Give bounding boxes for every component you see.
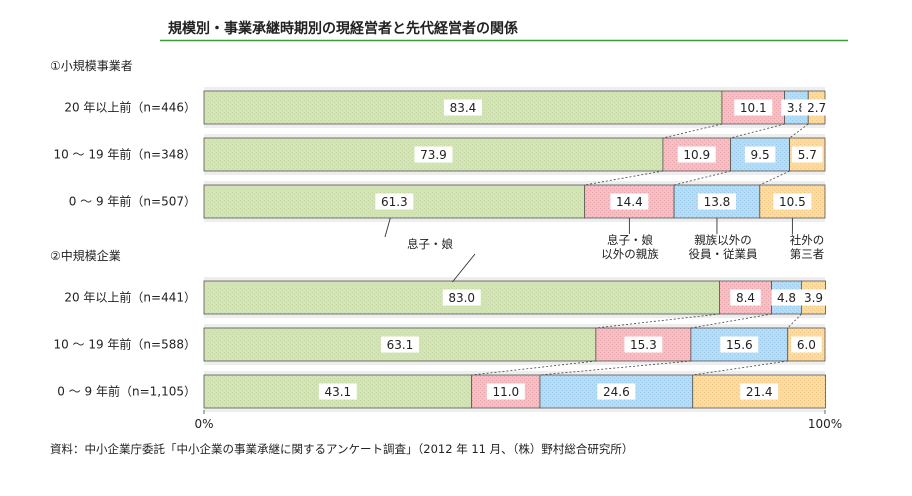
data-label-box: [486, 383, 525, 400]
row-label: 10 ～ 19 年前（n=348）: [53, 147, 196, 162]
x-tick-label: 0%: [194, 417, 213, 431]
data-label: 8.4: [736, 291, 755, 305]
data-label: 83.4: [450, 101, 477, 115]
chart-title: 規模別・事業承継時期別の現経営者と先代経営者の関係: [168, 20, 518, 37]
series-annotation: 第三者: [790, 247, 825, 261]
x-tick-label: 100%: [808, 417, 842, 431]
data-label: 3.9: [804, 291, 823, 305]
data-label: 9.5: [751, 148, 770, 162]
series-annotation: 社外の: [790, 233, 825, 247]
plot-area: ①小規模事業者 20 年以上前（n=446） 83.4 10.1 3.8 2.7 10 ～ …: [50, 58, 842, 431]
data-label: 3.8: [787, 101, 806, 115]
data-label: 5.7: [798, 148, 817, 162]
data-label: 10.1: [740, 101, 767, 115]
data-label-box: [720, 336, 759, 353]
connector-line: [595, 313, 720, 329]
data-label-box: [624, 336, 663, 353]
data-label: 63.1: [387, 338, 414, 352]
data-label-box: [744, 146, 776, 163]
data-label: 11.0: [492, 385, 519, 399]
connector-line: [539, 360, 691, 376]
connector-line: [584, 170, 663, 186]
data-label-box: [677, 146, 716, 163]
data-label-box: [798, 289, 829, 306]
annotation-leader: [384, 217, 391, 238]
data-label-box: [771, 289, 802, 306]
data-label-box: [792, 146, 823, 163]
row-label: 0 ～ 9 年前（n=1,105）: [57, 384, 196, 399]
data-label-box: [318, 383, 357, 400]
series-annotation: 役員・従業員: [689, 247, 758, 261]
data-label-box: [730, 289, 761, 306]
data-label: 24.6: [603, 385, 630, 399]
connector-line: [471, 360, 596, 376]
data-label-box: [740, 383, 779, 400]
data-label: 4.8: [777, 291, 796, 305]
data-label: 2.7: [807, 101, 826, 115]
data-label: 83.0: [448, 291, 475, 305]
data-label: 15.6: [726, 338, 753, 352]
data-label-box: [610, 193, 649, 210]
connector-line: [730, 123, 785, 139]
connector-line: [690, 313, 772, 329]
annotation-leader: [452, 253, 476, 283]
data-label: 15.3: [630, 338, 657, 352]
row-label: 0 ～ 9 年前（n=507）: [69, 194, 196, 209]
bar-segment: [595, 327, 692, 362]
series-annotation: 息子・娘: [407, 237, 453, 251]
group-label: ②中規模企業: [50, 248, 121, 263]
data-label-box: [734, 99, 773, 116]
data-label-box: [773, 193, 812, 210]
data-label-box: [697, 193, 736, 210]
data-label-box: [375, 193, 414, 210]
data-label-box: [414, 146, 453, 163]
data-label: 6.0: [797, 338, 816, 352]
data-label: 61.3: [381, 195, 408, 209]
data-label-box: [801, 99, 832, 116]
connector-line: [674, 170, 731, 186]
data-label: 21.4: [746, 385, 773, 399]
row-label: 20 年以上前（n=441）: [64, 290, 196, 305]
series-annotation: 親族以外の: [694, 233, 752, 247]
connector-line: [787, 313, 802, 329]
data-label-box: [442, 289, 481, 306]
row-label: 20 年以上前（n=446）: [64, 100, 196, 115]
data-label: 10.5: [779, 195, 806, 209]
source-note: 資料：中小企業庁委託「中小企業の事業承継に関するアンケート調査」（2012 年 …: [50, 442, 633, 456]
data-label: 73.9: [420, 148, 447, 162]
data-label-box: [380, 336, 419, 353]
group-label: ①小規模事業者: [50, 58, 133, 73]
series-annotation: 息子・娘: [607, 233, 653, 247]
data-label: 43.1: [324, 385, 351, 399]
data-label-box: [597, 383, 636, 400]
data-label: 14.4: [616, 195, 643, 209]
data-label: 10.9: [683, 148, 710, 162]
connector-line: [759, 170, 790, 186]
data-label-box: [791, 336, 822, 353]
connector-line: [692, 360, 788, 376]
data-label-box: [443, 99, 482, 116]
row-label: 10 ～ 19 年前（n=588）: [53, 337, 196, 352]
data-label: 13.8: [704, 195, 731, 209]
series-annotation: 以外の親族: [601, 247, 659, 261]
